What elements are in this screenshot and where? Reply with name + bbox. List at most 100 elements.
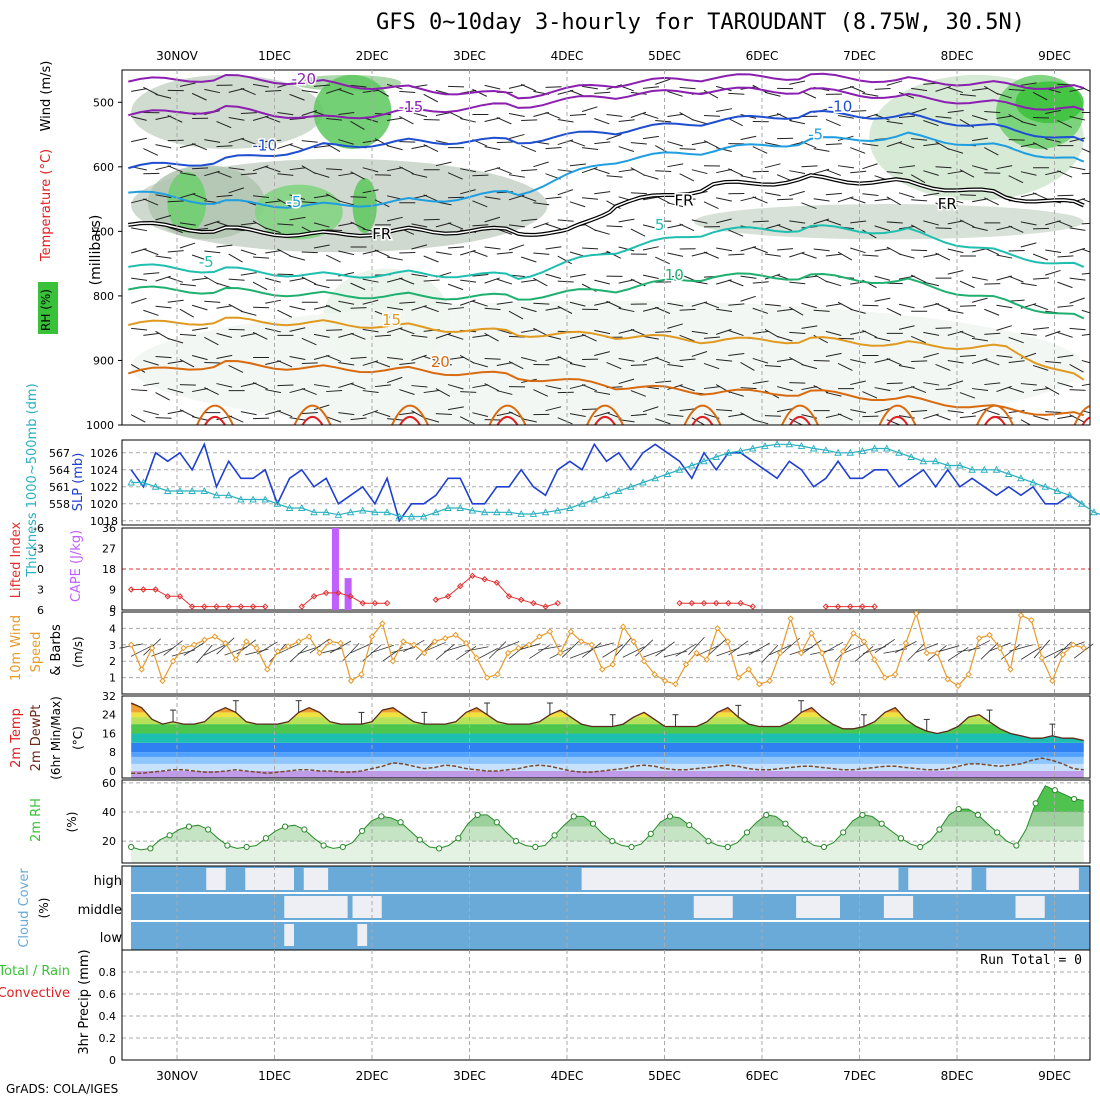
lifted-index-marker bbox=[530, 599, 537, 607]
wind-barb bbox=[825, 192, 842, 196]
wind-barb bbox=[1032, 303, 1049, 311]
wind-barb bbox=[618, 218, 635, 223]
wind-barb bbox=[655, 170, 672, 173]
wind-barb bbox=[460, 189, 476, 195]
wind-barb bbox=[484, 196, 501, 200]
ytick-label-precip: 0 bbox=[109, 1054, 116, 1067]
wind-barb bbox=[252, 281, 268, 291]
lifted-index-marker bbox=[188, 603, 196, 610]
thickness-marker bbox=[956, 461, 964, 469]
wind-barb bbox=[289, 167, 306, 171]
wind-barb bbox=[789, 331, 806, 334]
wind-barb bbox=[582, 408, 599, 411]
wind-barb bbox=[728, 413, 745, 418]
thickness-marker bbox=[858, 447, 867, 454]
wind-barb bbox=[862, 329, 878, 338]
wind-barb bbox=[496, 301, 513, 305]
rh-marker bbox=[994, 829, 1001, 836]
upper-air-layer: -20 -15 -10 -10 -5 -5 5 -5 10 15 20 FR FR FR bbox=[128, 70, 1100, 425]
wind-barb bbox=[545, 223, 561, 230]
wind-barb bbox=[179, 242, 196, 249]
ytick-label-thickness: 567 bbox=[49, 447, 70, 460]
wind-barb bbox=[594, 118, 610, 125]
wind-barb bbox=[155, 417, 172, 419]
wind-barb bbox=[131, 227, 148, 232]
wind-barb bbox=[606, 113, 623, 117]
wind-barb bbox=[910, 224, 926, 233]
wind-barb bbox=[850, 358, 866, 364]
wind-barb bbox=[1020, 383, 1037, 386]
ytick-label-wind: 5 bbox=[109, 606, 116, 619]
wind10m-marker bbox=[358, 671, 365, 678]
thickness-marker bbox=[407, 512, 416, 520]
wind10m-barb bbox=[663, 650, 688, 658]
ylabel-wind-speed: Speed bbox=[29, 632, 44, 673]
wind-barb bbox=[472, 334, 489, 338]
wind-barb bbox=[935, 141, 950, 151]
wind-barb bbox=[728, 118, 743, 127]
wind-barb bbox=[996, 165, 1013, 170]
wind-barb bbox=[143, 248, 159, 256]
thickness-marker bbox=[383, 508, 391, 516]
wind-barb bbox=[667, 414, 684, 417]
wind-barb bbox=[898, 142, 915, 149]
wind-barb bbox=[143, 309, 159, 316]
wind10m-marker bbox=[494, 671, 501, 678]
wind10m-marker bbox=[745, 666, 752, 673]
wind-barb bbox=[204, 387, 219, 396]
isotherm-line bbox=[128, 359, 1085, 417]
wind-barb bbox=[679, 173, 695, 182]
isotherm-surface bbox=[586, 404, 624, 425]
isotherm-label: FR bbox=[674, 192, 693, 210]
wind-barb bbox=[679, 334, 695, 342]
wind-barb bbox=[728, 168, 744, 176]
wind-barb bbox=[691, 141, 708, 146]
wind-barb bbox=[448, 85, 465, 88]
wind-barb bbox=[240, 310, 257, 316]
lifted-index-marker bbox=[700, 599, 708, 607]
wind-barb bbox=[911, 108, 927, 114]
wind-barb bbox=[216, 305, 233, 309]
wind-barb bbox=[789, 170, 806, 174]
wind-barb bbox=[679, 408, 696, 412]
thickness-marker bbox=[822, 446, 830, 454]
wind-barb bbox=[1094, 116, 1100, 120]
wind-barb bbox=[874, 88, 891, 90]
wind-barb bbox=[496, 362, 513, 366]
thickness-marker bbox=[395, 512, 404, 520]
wind-barb bbox=[679, 358, 696, 361]
wind-barb bbox=[777, 358, 793, 362]
wind-barb bbox=[898, 253, 915, 259]
wind-barb bbox=[496, 141, 513, 144]
wind-barb bbox=[350, 332, 366, 340]
wind-barb bbox=[252, 195, 270, 198]
wind-barb bbox=[947, 380, 964, 387]
wind-barb bbox=[911, 249, 928, 252]
wind-barb bbox=[362, 89, 379, 93]
wind-barb bbox=[667, 302, 684, 307]
wind-barb bbox=[289, 255, 306, 261]
wind-barb bbox=[216, 282, 232, 289]
wind-barb bbox=[569, 301, 586, 307]
rh-panel-frame bbox=[121, 779, 1091, 864]
upper-air-panel-frame bbox=[121, 69, 1091, 426]
rh-marker bbox=[339, 843, 346, 851]
wind-barb bbox=[252, 220, 268, 230]
thickness-marker bbox=[797, 442, 806, 449]
wind-barb bbox=[1081, 309, 1090, 314]
rh-marker bbox=[532, 843, 539, 851]
rh-marker bbox=[724, 843, 731, 851]
wind-barb bbox=[813, 198, 830, 202]
freezing-level-inner bbox=[128, 174, 1085, 237]
isotherm-surface-red bbox=[691, 415, 714, 425]
wind10m-barb bbox=[1033, 639, 1051, 659]
wind-barb bbox=[594, 141, 611, 145]
wind10m-marker bbox=[211, 633, 219, 640]
rh-band bbox=[131, 785, 1084, 813]
wind10m-barb bbox=[716, 647, 740, 657]
wind-barb bbox=[642, 112, 659, 119]
wind-barb bbox=[996, 325, 1012, 331]
wind-barb bbox=[850, 330, 867, 335]
rh-marker bbox=[320, 842, 327, 849]
thickness-marker bbox=[627, 482, 635, 490]
